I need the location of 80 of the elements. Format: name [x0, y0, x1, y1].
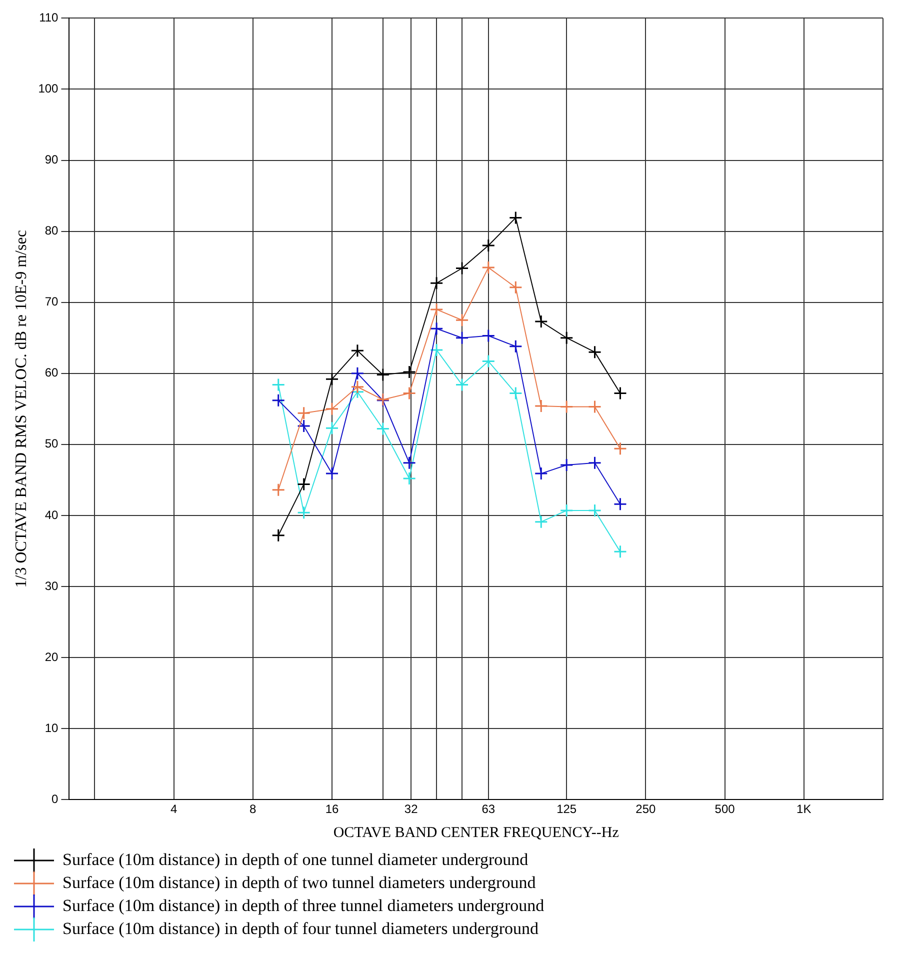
y-tick-label: 50: [44, 436, 59, 451]
legend-label: Surface (10m distance) in depth of three tunnel diameters underground: [62, 896, 545, 915]
point: [430, 302, 444, 316]
point: [325, 466, 339, 480]
point: [430, 322, 444, 336]
point: [588, 504, 602, 518]
point: [402, 386, 416, 400]
x-tick-label: 250: [636, 802, 656, 816]
point: [560, 504, 574, 518]
point: [534, 466, 548, 480]
x-axis-title: OCTAVE BAND CENTER FREQUENCY--Hz: [333, 824, 620, 841]
x-tick-label: 4: [170, 802, 178, 816]
y-tick-label: 60: [44, 366, 59, 380]
y-tick-label: 10: [44, 720, 59, 735]
point: [402, 365, 416, 379]
point: [482, 238, 496, 252]
point: [613, 386, 627, 400]
y-tick-label: 70: [44, 294, 59, 309]
point: [482, 328, 496, 342]
point: [560, 400, 574, 414]
point: [325, 372, 339, 386]
y-tick-label: 90: [44, 152, 59, 167]
y-tick-label: 0: [52, 792, 59, 806]
legend-label: Surface (10m distance) in depth of two tunnel diameters underground: [62, 872, 536, 892]
point: [272, 378, 286, 392]
point: [297, 477, 311, 491]
point: [430, 276, 444, 290]
point: [272, 483, 286, 497]
point: [402, 472, 416, 486]
x-tick-label: 16: [325, 802, 339, 816]
legend-label: Surface (10m distance) in depth of four tunnel diameters underground: [62, 918, 540, 938]
point: [613, 544, 627, 558]
point: [534, 399, 548, 413]
point: [588, 400, 602, 414]
y-tick-label: 30: [44, 578, 59, 593]
point: [482, 260, 496, 274]
point: [376, 368, 390, 382]
point: [376, 422, 390, 436]
point: [613, 442, 627, 456]
point: [297, 419, 311, 433]
point: [325, 402, 339, 416]
point: [560, 331, 574, 345]
x-tick-label: 1K: [796, 802, 812, 816]
point: [350, 344, 364, 358]
point: [455, 378, 469, 392]
point: [508, 340, 522, 354]
point: [534, 515, 548, 529]
point: [272, 394, 286, 408]
point: [272, 528, 286, 542]
point: [508, 211, 522, 225]
y-tick-label: 80: [44, 224, 59, 238]
point: [508, 386, 522, 400]
x-tick-label: 125: [556, 802, 577, 816]
point: [402, 456, 416, 470]
point: [455, 313, 469, 327]
x-tick-label: 32: [404, 802, 418, 816]
y-tick-label: 110: [39, 10, 59, 25]
x-tick-label: 63: [482, 802, 496, 816]
point: [613, 497, 627, 511]
point: [588, 456, 602, 470]
point: [455, 262, 469, 275]
point: [297, 406, 311, 420]
y-tick-label: 100: [38, 82, 59, 96]
y-tick-label: 20: [44, 650, 59, 664]
point: [297, 506, 311, 520]
x-tick-label: 500: [714, 802, 736, 816]
point: [534, 314, 548, 328]
point: [508, 280, 522, 294]
y-axis-title: 1/3 OCTAVE BAND RMS VELOC. dB re 10E-9 m/sec: [12, 230, 30, 588]
point: [325, 421, 339, 435]
y-tick-label: 40: [44, 508, 59, 522]
point: [350, 380, 364, 394]
point: [588, 345, 602, 359]
point: [430, 343, 444, 357]
point: [482, 354, 496, 368]
point: [350, 366, 364, 380]
point: [455, 331, 469, 345]
legend-label: Surface (10m distance) in depth of one tunnel diameter underground: [62, 850, 529, 869]
x-tick-label: 8: [250, 802, 257, 816]
point: [560, 458, 574, 472]
